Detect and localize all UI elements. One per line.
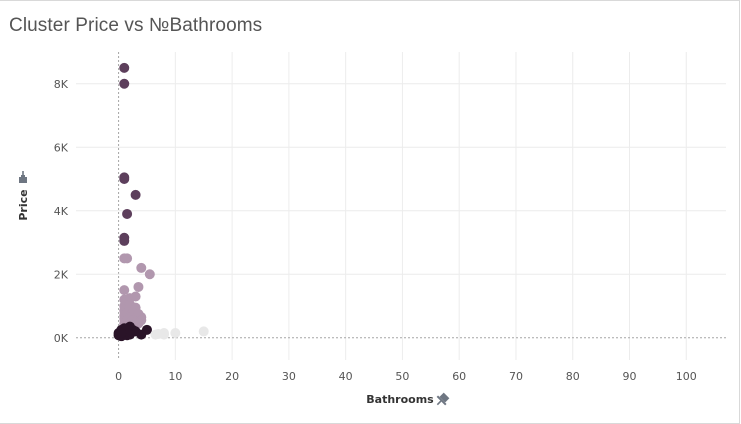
data-point[interactable]: [144, 269, 155, 280]
grid-lines: [76, 52, 726, 360]
y-tick-label: 0K: [54, 332, 69, 345]
data-point[interactable]: [170, 328, 181, 339]
data-point[interactable]: [119, 235, 130, 246]
data-point[interactable]: [119, 78, 130, 89]
data-point[interactable]: [136, 262, 147, 273]
x-tick-label: 100: [676, 370, 697, 383]
data-point[interactable]: [119, 62, 130, 73]
data-point[interactable]: [119, 285, 130, 296]
x-axis-title[interactable]: Bathrooms: [366, 393, 434, 406]
y-tick-label: 6K: [54, 141, 69, 154]
data-point[interactable]: [130, 189, 141, 200]
x-tick-label: 70: [509, 370, 523, 383]
pin-icon[interactable]: [19, 171, 27, 183]
y-tick-label: 4K: [54, 205, 69, 218]
data-point[interactable]: [122, 208, 133, 219]
data-point[interactable]: [141, 324, 152, 335]
x-tick-label: 20: [225, 370, 239, 383]
axes: 0 10 20 30 40 50 60 70 80 90 100 0K 2K 4K 6K 8K: [54, 78, 697, 383]
x-tick-label: 10: [168, 370, 182, 383]
x-tick-label: 60: [452, 370, 466, 383]
x-tick-label: 30: [282, 370, 296, 383]
x-tick-label: 0: [115, 370, 122, 383]
y-axis-title[interactable]: Price: [17, 189, 30, 220]
data-point[interactable]: [119, 172, 130, 183]
data-point[interactable]: [122, 253, 133, 264]
data-points: [113, 62, 209, 342]
pin-icon[interactable]: [433, 391, 451, 409]
data-point[interactable]: [198, 326, 209, 337]
x-tick-label: 50: [395, 370, 409, 383]
data-point[interactable]: [130, 291, 141, 302]
data-point[interactable]: [133, 281, 144, 292]
x-tick-label: 80: [566, 370, 580, 383]
data-point[interactable]: [158, 328, 169, 339]
x-tick-label: 90: [622, 370, 636, 383]
y-tick-label: 8K: [54, 78, 69, 91]
data-point[interactable]: [116, 328, 127, 339]
chart-title: Cluster Price vs №Bathrooms: [9, 15, 263, 36]
x-tick-label: 40: [339, 370, 353, 383]
y-tick-label: 2K: [54, 268, 69, 281]
